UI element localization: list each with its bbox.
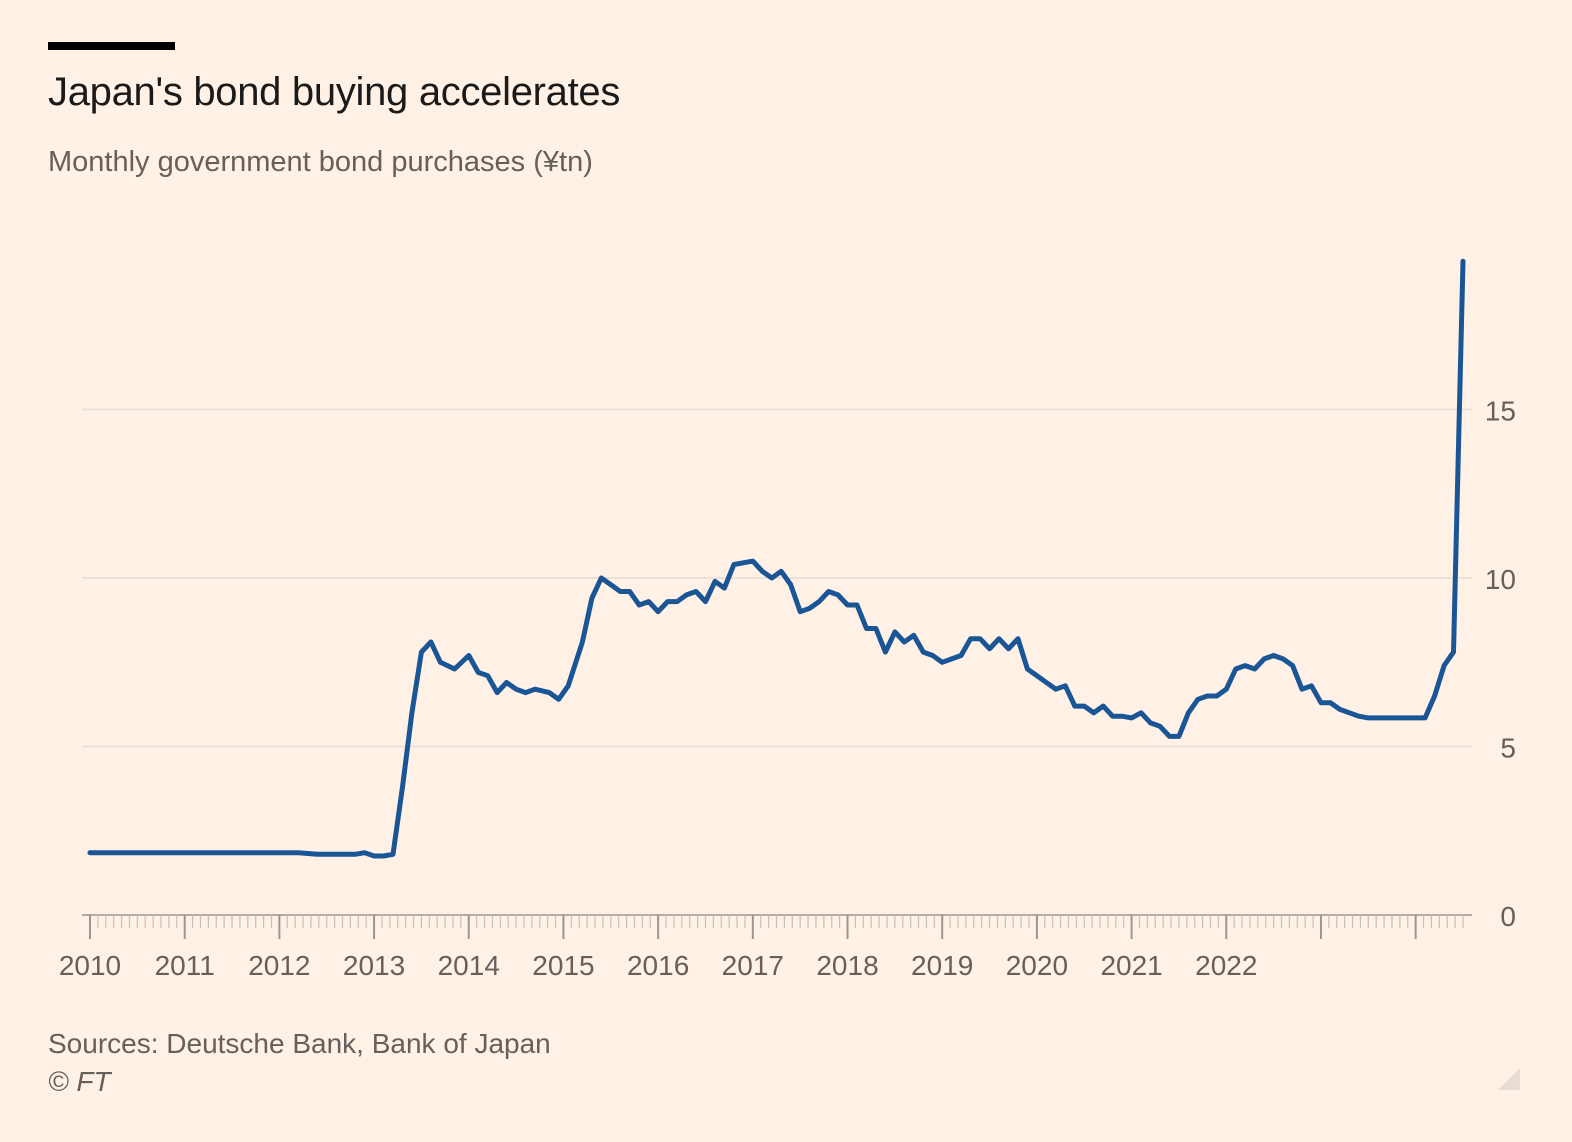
copyright-note: © FT	[48, 1066, 111, 1097]
y-tick-label: 15	[1485, 396, 1516, 427]
y-tick-label: 0	[1500, 901, 1516, 932]
gridlines	[82, 408, 1472, 748]
resize-handle-icon[interactable]	[1498, 1068, 1520, 1090]
x-tick-label: 2010	[59, 950, 121, 981]
x-tick-label: 2011	[155, 950, 215, 981]
title-accent-bar	[48, 42, 175, 50]
x-tick-label: 2021	[1100, 950, 1162, 981]
x-tick-label: 2013	[343, 950, 405, 981]
x-tick-label: 2018	[816, 950, 878, 981]
x-axis: 2010 2011 2012 2013 2014 2015 2016 2017 2018 2019…	[59, 914, 1472, 981]
chart-subtitle: Monthly government bond purchases (¥tn)	[48, 146, 593, 178]
chart-title: Japan's bond buying accelerates	[48, 70, 621, 114]
y-tick-label: 5	[1500, 733, 1516, 764]
x-tick-label: 2012	[248, 950, 310, 981]
x-tick-label: 2019	[911, 950, 973, 981]
x-tick-label: 2014	[438, 950, 500, 981]
x-tick-label: 2022	[1195, 950, 1257, 981]
x-tick-label: 2020	[1006, 950, 1068, 981]
x-tick-label: 2017	[722, 950, 784, 981]
series-line	[87, 258, 1466, 859]
series-layer	[87, 258, 1466, 859]
y-tick-label: 10	[1485, 564, 1516, 595]
y-axis-tick-labels: 0 5 10 15	[1485, 396, 1516, 933]
x-tick-label: 2015	[532, 950, 594, 981]
x-tick-label: 2016	[627, 950, 689, 981]
source-note: Sources: Deutsche Bank, Bank of Japan	[48, 1028, 551, 1059]
